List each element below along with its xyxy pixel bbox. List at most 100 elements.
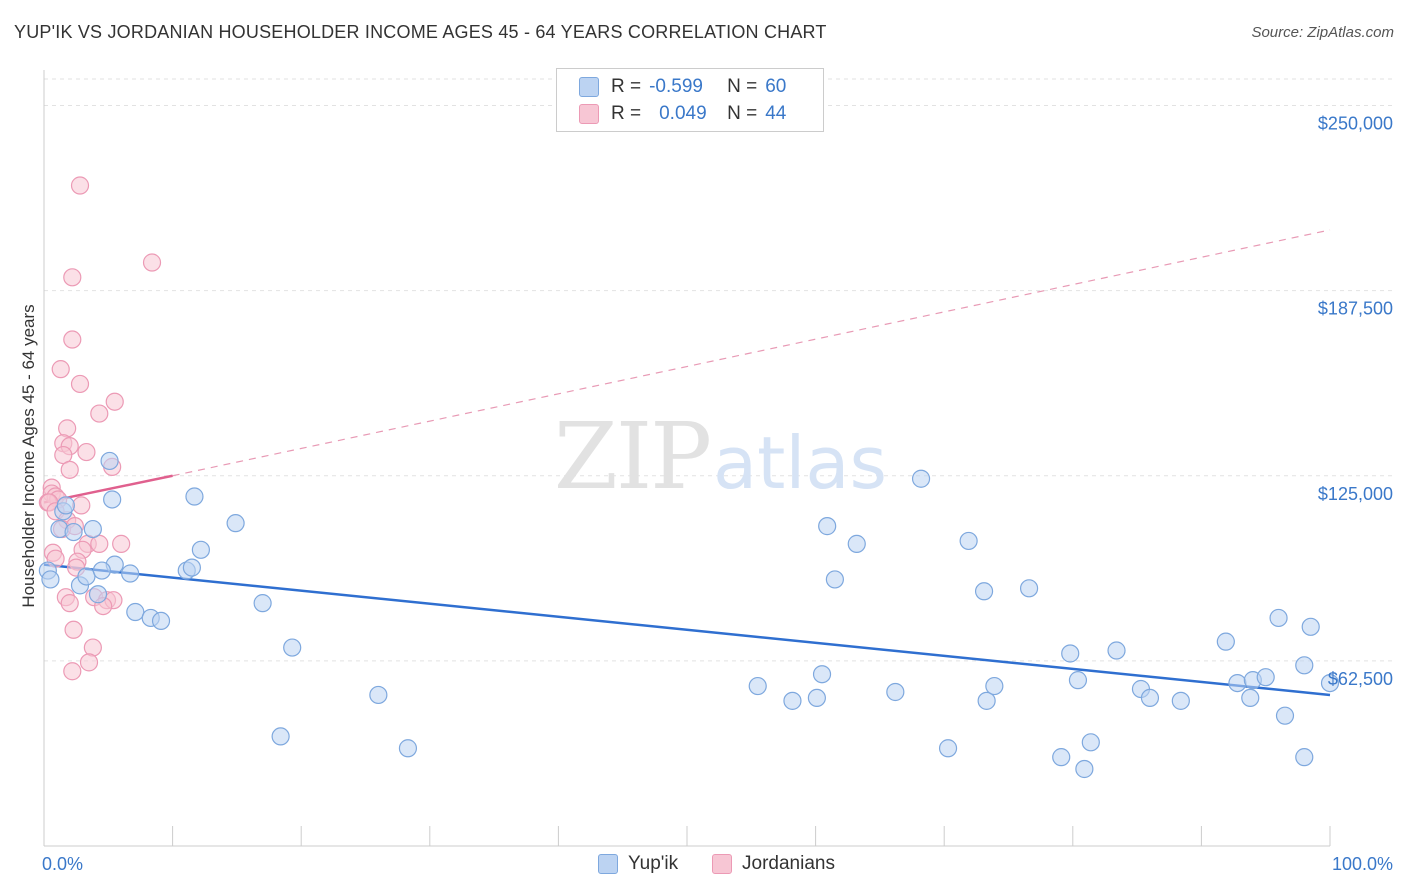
point-yupik	[1068, 671, 1088, 690]
point-yupik	[911, 469, 931, 488]
point-yupik	[847, 534, 866, 553]
trend-line-jordanians-extension	[172, 229, 1331, 477]
watermark-zip: ZIP	[554, 403, 710, 510]
point-jordanians	[142, 253, 162, 272]
source-credit: Source: ZipAtlas.com	[1251, 24, 1394, 41]
point-yupik	[88, 585, 108, 604]
legend-n-value: 60	[765, 76, 787, 97]
point-jordanians	[51, 360, 70, 379]
series-label-yupik: Yup'ik	[628, 853, 679, 874]
point-yupik	[886, 682, 905, 702]
point-jordanians	[70, 374, 90, 394]
point-yupik	[283, 638, 302, 657]
point-yupik	[807, 688, 826, 708]
point-yupik	[1081, 733, 1100, 752]
point-yupik	[369, 685, 388, 705]
point-yupik	[398, 739, 418, 758]
point-yupik	[253, 594, 272, 613]
point-yupik	[783, 691, 802, 710]
point-yupik	[1256, 668, 1275, 687]
point-yupik	[41, 570, 60, 589]
point-jordanians	[60, 460, 79, 479]
y-tick-label: $125,000	[1318, 484, 1393, 504]
point-yupik	[1216, 632, 1235, 651]
point-yupik	[974, 582, 994, 601]
y-tick-label: $250,000	[1318, 114, 1393, 134]
point-yupik	[1320, 673, 1340, 693]
point-yupik	[77, 567, 96, 586]
point-yupik	[121, 564, 140, 583]
y-tick-label: $187,500	[1318, 299, 1393, 319]
point-yupik	[151, 611, 171, 631]
point-yupik	[985, 676, 1004, 696]
point-yupik	[1061, 644, 1080, 663]
point-jordanians	[70, 176, 90, 195]
point-yupik	[818, 517, 837, 536]
point-yupik	[1019, 579, 1039, 598]
point-yupik	[825, 570, 844, 589]
point-yupik	[938, 739, 958, 758]
legend-r-label: R =	[611, 76, 642, 97]
legend-n-label: N =	[727, 103, 758, 124]
point-jordanians	[58, 419, 77, 438]
chart-title: YUP'IK VS JORDANIAN HOUSEHOLDER INCOME A…	[14, 22, 827, 42]
point-yupik	[812, 665, 832, 684]
point-yupik	[977, 691, 996, 710]
point-jordanians	[64, 620, 83, 639]
watermark: ZIP atlas	[554, 403, 887, 510]
grid-layer	[44, 78, 1396, 662]
series-swatch-jordanians	[712, 854, 732, 874]
point-jordanians	[63, 662, 82, 681]
point-jordanians	[90, 404, 109, 423]
point-jordanians	[60, 594, 79, 613]
point-jordanians	[105, 392, 124, 411]
point-yupik	[1075, 759, 1094, 779]
point-yupik	[1241, 688, 1260, 708]
points-layer	[38, 176, 1340, 779]
point-jordanians	[63, 268, 82, 287]
trend-line-yupik	[43, 563, 1331, 697]
series-swatch-yupik	[598, 854, 618, 874]
point-yupik	[271, 727, 290, 746]
series-legend-yupik: Yup'ik	[598, 851, 678, 877]
point-jordanians	[79, 653, 99, 672]
point-yupik	[1301, 617, 1320, 636]
legend-n-label: N =	[727, 76, 758, 97]
legend-swatch-jordanians	[579, 104, 599, 124]
point-yupik	[959, 531, 978, 551]
point-yupik	[1228, 673, 1247, 693]
legend-r-value: -0.599	[649, 76, 703, 97]
point-yupik	[64, 522, 83, 542]
legend-swatch-yupik	[579, 77, 599, 97]
point-yupik	[191, 540, 210, 559]
y-axis-label: Householder Income Ages 45 - 64 years	[19, 304, 38, 607]
point-yupik	[1107, 641, 1126, 660]
point-yupik	[748, 676, 767, 696]
point-yupik	[1052, 748, 1071, 767]
point-jordanians	[72, 496, 91, 515]
point-yupik	[1295, 748, 1314, 767]
point-yupik	[1295, 656, 1314, 675]
series-legend-jordanians: Jordanians	[712, 851, 835, 877]
point-yupik	[1140, 688, 1160, 708]
point-yupik	[182, 558, 201, 577]
point-yupik	[103, 490, 122, 509]
legend-row-jordanians: R = 0.049 N = 44	[579, 100, 786, 128]
point-yupik	[1269, 608, 1288, 628]
point-yupik	[83, 519, 102, 539]
axis-layer	[43, 70, 1331, 847]
legend-r-value: 0.049	[659, 103, 707, 124]
x-tick-label: 0.0%	[42, 854, 83, 874]
series-label-jordanians: Jordanians	[742, 853, 835, 874]
point-jordanians	[112, 534, 131, 553]
point-yupik	[1275, 706, 1295, 725]
point-jordanians	[77, 442, 96, 462]
label-layer: $62,500 $125,000 $187,500 $250,000 0.0% 100.0…	[19, 114, 1393, 874]
watermark-atlas: atlas	[713, 421, 887, 505]
point-yupik	[226, 514, 245, 533]
point-yupik	[1171, 691, 1190, 710]
y-tick-label: $62,500	[1328, 669, 1393, 689]
legend-row-yupik: R = -0.599 N = 60	[579, 73, 786, 101]
point-yupik	[126, 602, 145, 622]
